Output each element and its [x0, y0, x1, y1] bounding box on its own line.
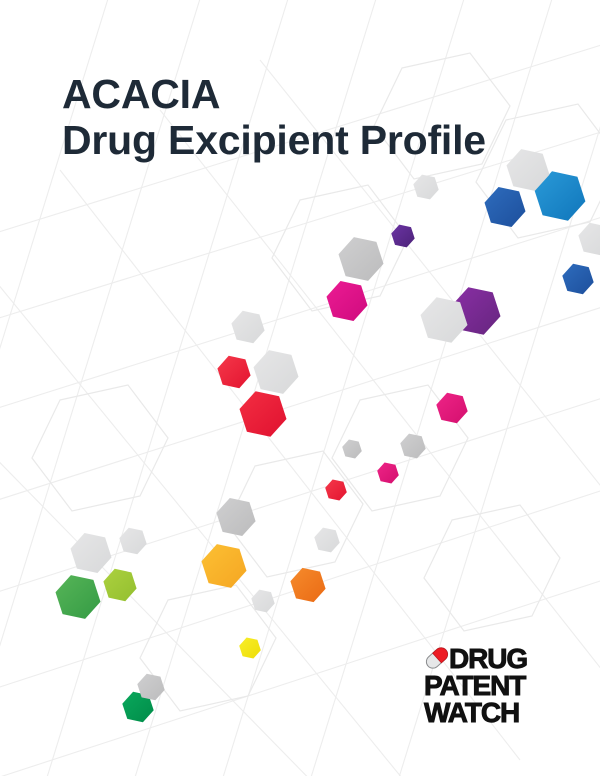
- logo-word-watch: WATCH: [424, 700, 556, 726]
- hexagon-node: [290, 568, 325, 602]
- hexagon-node: [342, 440, 362, 459]
- page-title: ACACIA Drug Excipient Profile: [62, 72, 486, 164]
- hexagon-node: [239, 638, 261, 659]
- hexagon-node: [217, 356, 250, 388]
- hexagon-node: [485, 187, 526, 227]
- hexagon-node: [325, 480, 347, 501]
- hexagon-node: [339, 237, 384, 281]
- hexagon-node: [240, 391, 287, 437]
- hexagon-node: [314, 528, 339, 553]
- hexagon-node: [400, 434, 425, 459]
- cover-page: ACACIA Drug Excipient Profile DRUG PATEN…: [0, 0, 600, 776]
- drug-patent-watch-logo[interactable]: DRUG PATENT WATCH: [424, 646, 556, 727]
- hexagon-node: [578, 223, 600, 255]
- title-line-subtitle: Drug Excipient Profile: [62, 118, 486, 164]
- pill-capsule-icon: [424, 646, 450, 670]
- logo-word-drug: DRUG: [449, 646, 556, 672]
- logo-row-patent: PATENT: [424, 673, 556, 700]
- hexagon-node: [251, 590, 274, 613]
- title-line-acacia: ACACIA: [62, 72, 486, 118]
- hexagon-node: [216, 498, 255, 536]
- hexagon-node: [327, 281, 368, 321]
- hexagon-node: [56, 575, 101, 619]
- hexagon-node: [421, 297, 468, 343]
- hexagon-node: [71, 533, 112, 573]
- logo-row-drug: DRUG: [424, 646, 556, 673]
- hexagon-node: [202, 544, 247, 588]
- logo-word-patent: PATENT: [424, 673, 556, 699]
- hexagon-node: [436, 393, 467, 423]
- hexagon-node: [254, 350, 299, 394]
- hexagon-node: [231, 311, 264, 343]
- hexagon-node: [377, 463, 399, 484]
- hexagon-node: [562, 264, 593, 294]
- logo-row-watch: WATCH: [424, 700, 556, 727]
